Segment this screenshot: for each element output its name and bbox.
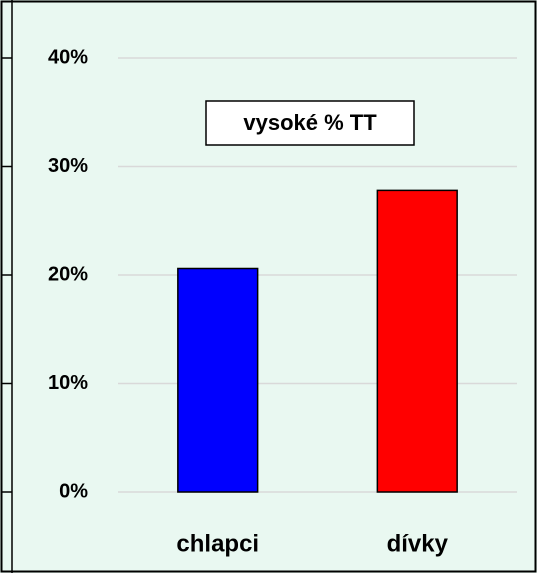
y-tick-label: 0% — [59, 480, 88, 502]
y-tick-label: 10% — [48, 372, 88, 394]
bar — [177, 267, 259, 493]
y-tick-label: 30% — [48, 155, 88, 177]
x-tick-label: chlapci — [176, 530, 259, 557]
title-box — [205, 100, 415, 146]
y-tick-label: 20% — [48, 263, 88, 285]
x-tick-label: dívky — [387, 530, 449, 557]
bar — [376, 189, 458, 493]
y-tick-label: 40% — [48, 46, 88, 68]
chart-title: vysoké % TT — [243, 110, 377, 135]
